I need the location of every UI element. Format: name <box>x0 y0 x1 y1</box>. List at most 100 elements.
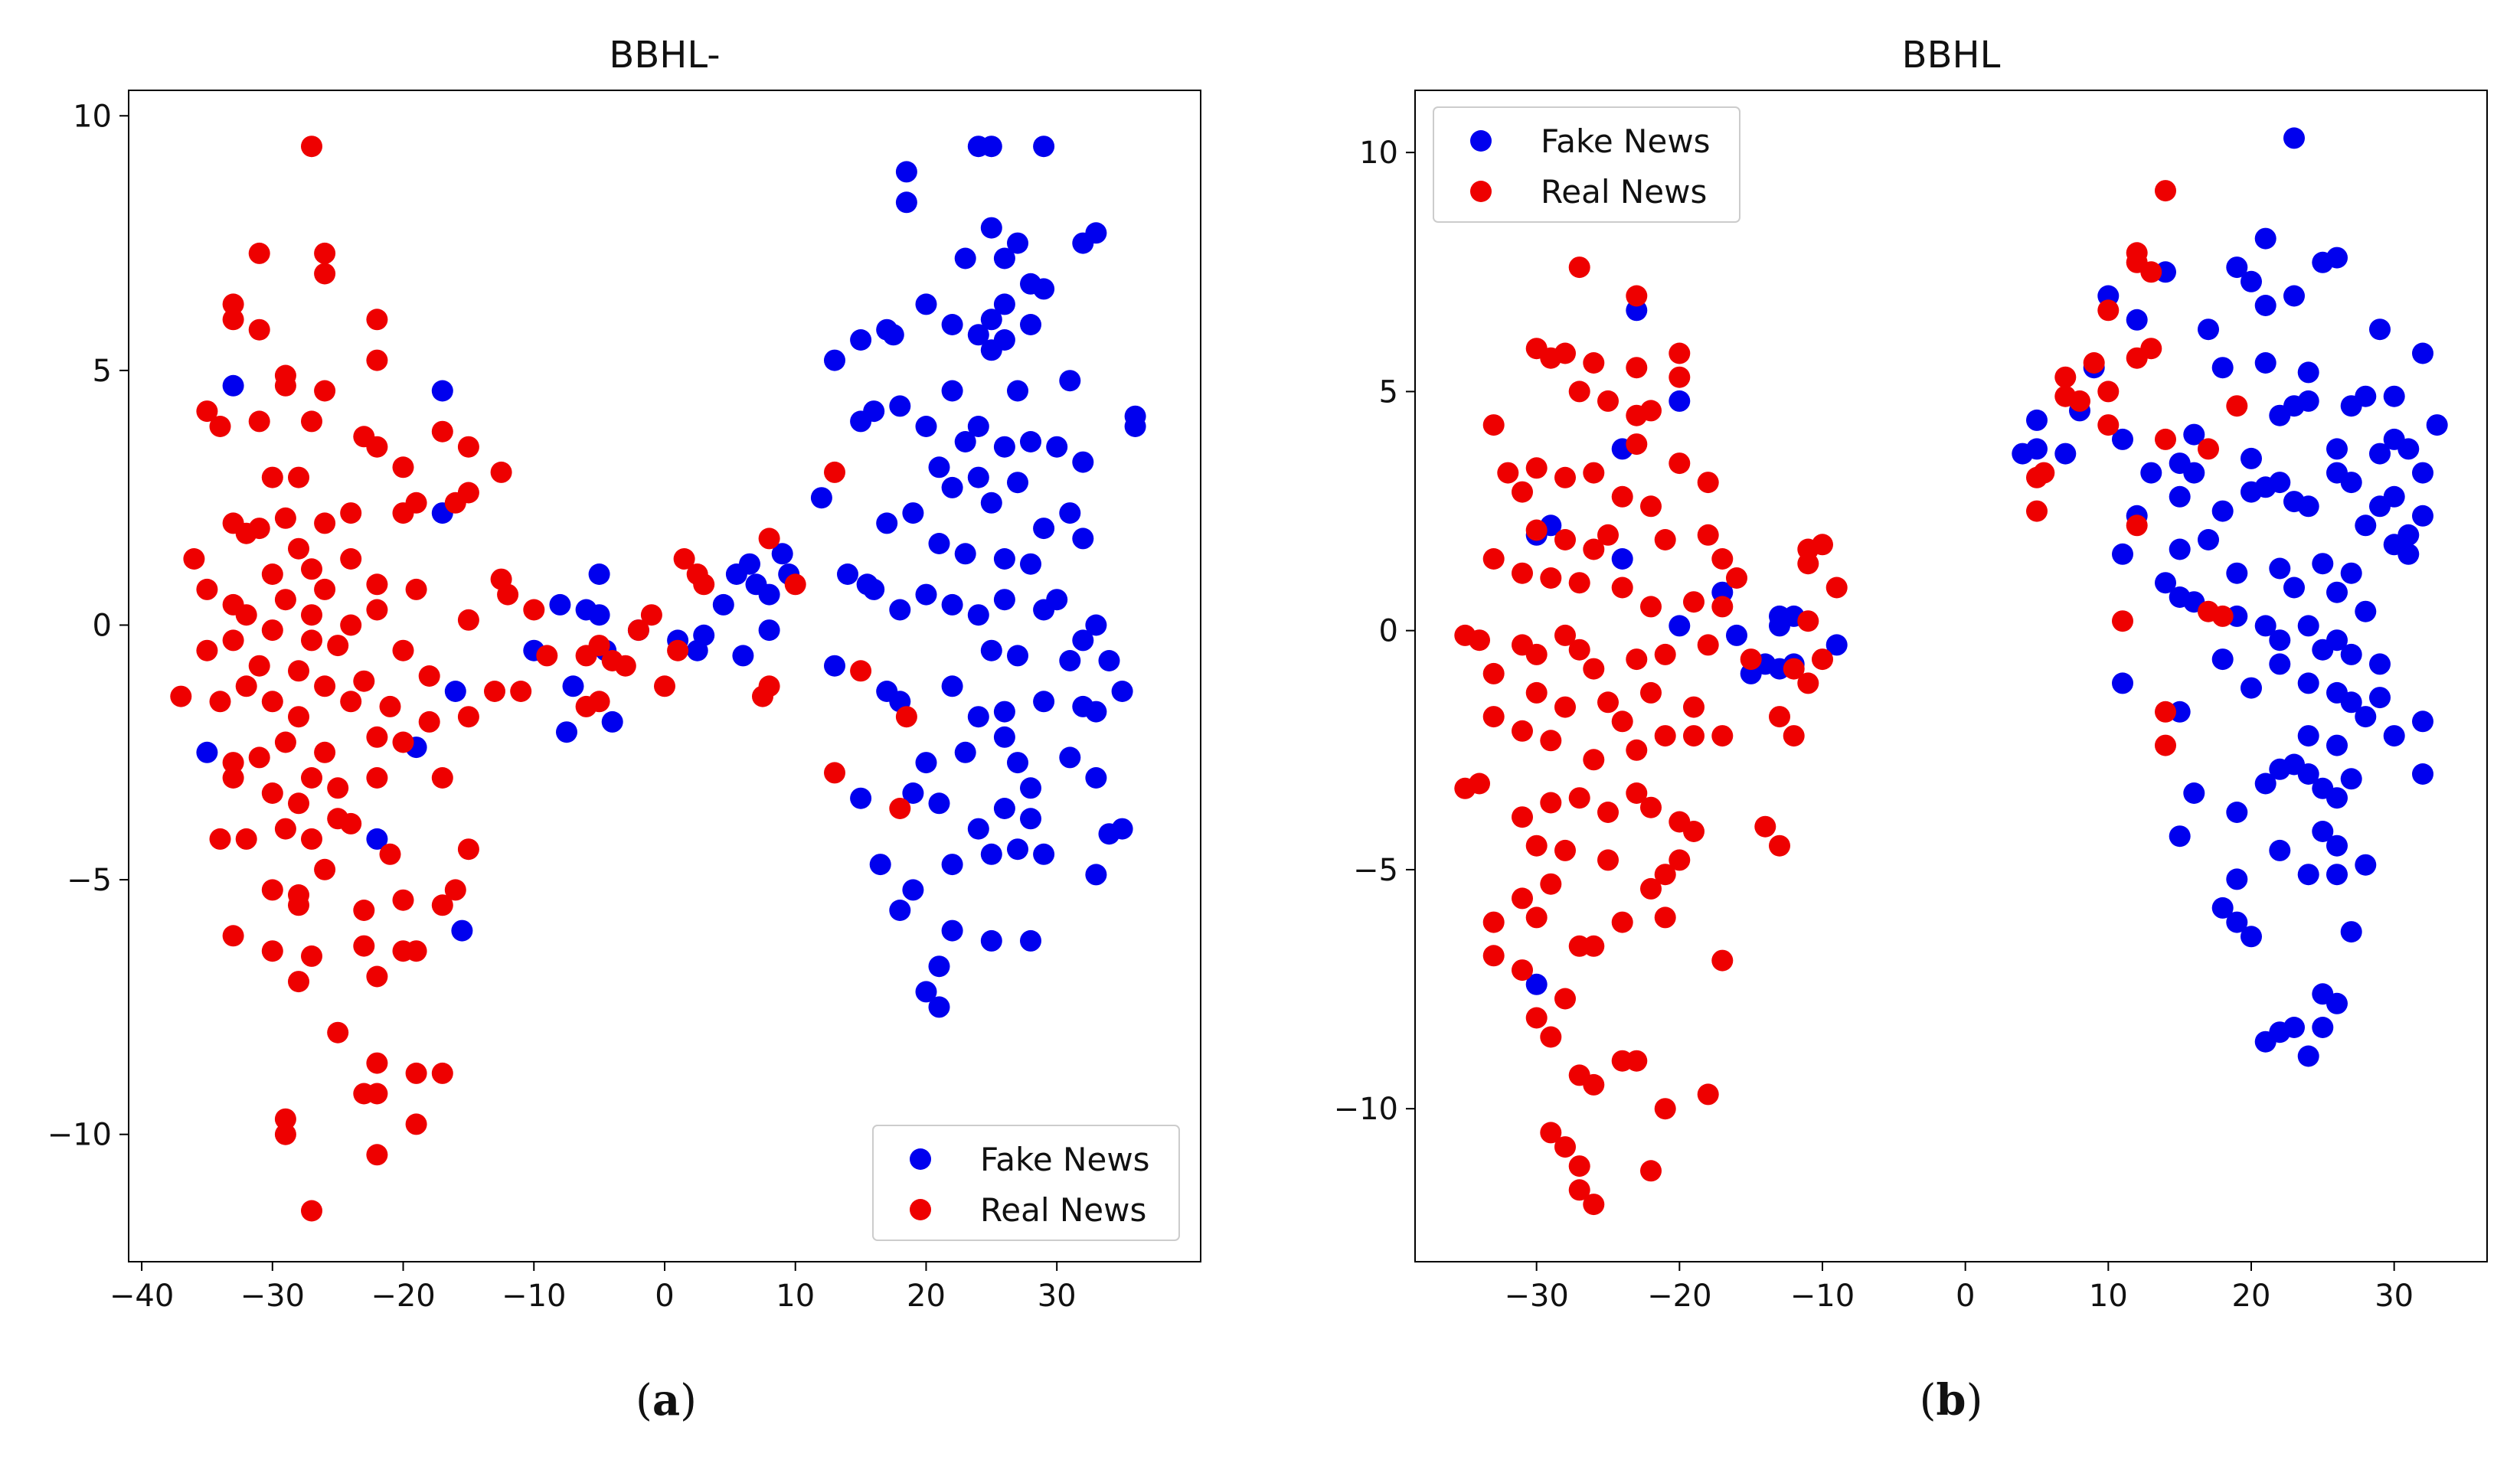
real-news-point <box>235 604 257 626</box>
real-news-point <box>314 675 336 697</box>
real-news-point <box>1482 945 1505 967</box>
real-news-point <box>288 660 309 682</box>
fake-news-point <box>2026 438 2048 460</box>
fake-news-point <box>928 996 950 1018</box>
fake-news-point <box>693 624 715 646</box>
real-news-point <box>1654 1098 1676 1120</box>
fake-news-point <box>2412 505 2433 527</box>
real-news-point <box>288 537 309 560</box>
real-news-point <box>1783 725 1805 747</box>
fake-news-point <box>1072 232 1094 254</box>
fake-news-point <box>2211 897 2234 919</box>
fake-news-point <box>2283 285 2305 307</box>
real-news-point <box>1626 285 1648 307</box>
real-news-point <box>301 828 322 850</box>
real-news-point <box>170 685 192 707</box>
x-tick-label: 30 <box>2375 1279 2414 1314</box>
fake-news-point <box>2211 500 2234 522</box>
x-tick-label: 20 <box>2232 1279 2271 1314</box>
fake-news-point <box>980 309 1002 331</box>
real-news-point <box>1640 681 1662 704</box>
fake-news-point <box>810 487 832 509</box>
real-news-point <box>1482 911 1505 933</box>
real-news-point <box>1640 796 1662 818</box>
real-news-point <box>1626 648 1648 671</box>
series-fake-news <box>1525 127 2448 1067</box>
fake-news-legend-marker <box>910 1148 931 1170</box>
fake-news-point <box>2312 821 2334 842</box>
fake-news-point <box>601 710 623 733</box>
fake-news-point <box>1046 436 1068 458</box>
fake-news-point <box>2241 447 2262 469</box>
legend-label: Fake News <box>1541 122 1711 160</box>
real-news-point <box>288 706 309 728</box>
fake-news-point <box>1007 472 1028 494</box>
real-news-point <box>1626 1050 1648 1072</box>
real-news-point <box>392 639 414 661</box>
fake-news-point <box>2283 1017 2305 1038</box>
fake-news-point <box>1007 380 1028 402</box>
real-news-point <box>1554 624 1576 646</box>
fake-news-point <box>2211 357 2234 379</box>
real-news-point <box>248 318 270 341</box>
real-news-point <box>1769 835 1790 857</box>
fake-news-point <box>889 599 911 621</box>
fake-news-point <box>1007 838 1028 861</box>
fake-news-point <box>431 380 453 402</box>
real-news-point <box>340 548 362 570</box>
real-news-point <box>274 507 296 529</box>
caption-paren-close: ) <box>680 1376 697 1426</box>
fake-news-point <box>2397 438 2420 460</box>
real-news-point <box>366 573 388 596</box>
fake-news-point <box>915 583 937 606</box>
fake-news-point <box>549 593 571 616</box>
real-news-point <box>1583 749 1605 771</box>
chart-title: BBHL <box>1902 34 2001 77</box>
fake-news-point <box>1669 390 1691 412</box>
real-news-point <box>1469 772 1490 795</box>
fake-news-point <box>1085 864 1107 886</box>
real-news-point <box>340 502 362 524</box>
y-tick-label: −5 <box>67 863 112 898</box>
real-news-point <box>1583 538 1605 560</box>
real-news-point <box>1640 495 1662 518</box>
fake-news-point <box>771 543 793 565</box>
fake-news-point <box>2355 706 2377 728</box>
fake-news-point <box>1726 624 1747 646</box>
y-tick-label: −5 <box>1353 853 1398 888</box>
fake-news-point <box>2426 414 2448 436</box>
real-news-point <box>1683 821 1705 842</box>
y-tick-label: 10 <box>1359 136 1398 171</box>
real-news-point <box>2211 605 2234 627</box>
fake-news-point <box>915 416 937 437</box>
fake-news-legend-marker <box>1470 130 1492 152</box>
fake-news-point <box>2340 691 2362 714</box>
fake-news-point <box>850 410 872 433</box>
real-news-point <box>693 573 715 596</box>
fake-news-point <box>980 492 1002 514</box>
real-news-point <box>1654 725 1676 747</box>
fake-news-point <box>2326 787 2348 809</box>
real-news-point <box>235 828 257 850</box>
real-news-point <box>314 512 336 534</box>
fake-news-point <box>980 339 1002 361</box>
x-tick-label: −10 <box>502 1279 566 1314</box>
real-news-point <box>2054 366 2077 388</box>
fake-news-point <box>2254 295 2276 316</box>
fake-news-point <box>2226 868 2248 890</box>
fake-news-point <box>222 374 244 397</box>
panel-caption: (a) <box>636 1375 697 1426</box>
fake-news-point <box>2312 1017 2334 1038</box>
real-news-point <box>1654 864 1676 886</box>
series-real-news <box>170 136 917 1222</box>
real-news-point <box>1697 472 1719 494</box>
fake-news-point <box>2340 921 2362 943</box>
real-news-point <box>1525 835 1548 857</box>
real-news-point <box>850 660 872 682</box>
legend-label: Real News <box>980 1191 1146 1229</box>
real-news-point <box>536 645 558 667</box>
fake-news-point <box>1124 416 1146 437</box>
real-news-point <box>1482 706 1505 728</box>
fake-news-point <box>2198 318 2219 341</box>
